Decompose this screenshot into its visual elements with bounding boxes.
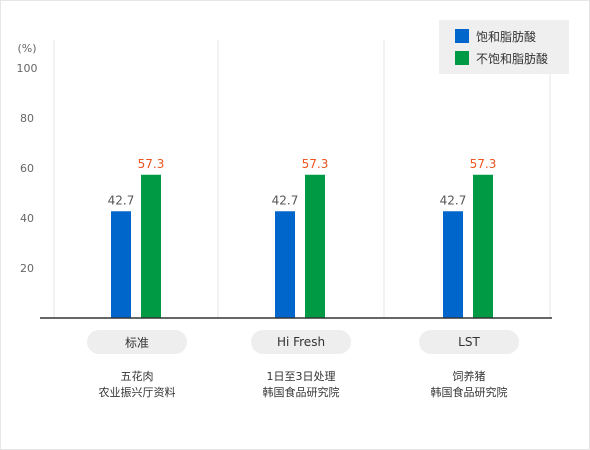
bar-value-label-saturated: 42.7 (440, 193, 467, 207)
legend: 饱和脂肪酸 不饱和脂肪酸 (439, 20, 569, 74)
category-label-lst: LST (419, 330, 519, 354)
source-line: 韩国食品研究院 (262, 386, 340, 399)
category-source-standard: 五花肉 农业振兴厅资料 (57, 369, 217, 401)
source-line: 韩国食品研究院 (430, 386, 508, 399)
category-label-standard: 标准 (87, 330, 187, 354)
y-tick-label: 100 (17, 62, 38, 75)
group-separators (53, 40, 551, 318)
bar-saturated (443, 211, 463, 318)
legend-item-saturated: 饱和脂肪酸 (455, 28, 536, 44)
legend-label-saturated: 饱和脂肪酸 (476, 29, 537, 44)
legend-swatch-saturated (455, 29, 469, 43)
bar-value-label-unsaturated: 57.3 (302, 157, 329, 171)
y-axis-ticks: 20 40 60 80 100 (17, 62, 38, 275)
category-source-lst: 饲养猪 韩国食品研究院 (389, 369, 549, 401)
bar-value-label-saturated: 42.7 (272, 193, 299, 207)
y-tick-label: 40 (20, 212, 34, 225)
source-line: 饲养猪 (452, 370, 486, 383)
source-line: 农业振兴厅资料 (98, 386, 176, 399)
bar-value-label-unsaturated: 57.3 (470, 157, 497, 171)
bar-unsaturated (141, 174, 161, 318)
bar-unsaturated (305, 174, 325, 318)
source-line: 五花肉 (120, 370, 154, 383)
category-source-hi-fresh: 1日至3日处理 韩国食品研究院 (221, 369, 381, 401)
bar-value-labels: 42.7 57.3 42.7 57.3 42.7 57.3 (108, 157, 497, 208)
y-tick-label: 80 (20, 112, 34, 125)
bar-saturated (111, 211, 131, 318)
bar-unsaturated (473, 174, 493, 318)
category-label-hi-fresh: Hi Fresh (251, 330, 351, 354)
legend-label-unsaturated: 不饱和脂肪酸 (476, 51, 549, 66)
bar-value-label-unsaturated: 57.3 (138, 157, 165, 171)
source-line: 1日至3日处理 (266, 370, 336, 383)
bars (111, 174, 493, 318)
y-axis-unit-label: (%) (17, 42, 36, 55)
bar-saturated (275, 211, 295, 318)
y-tick-label: 20 (20, 262, 34, 275)
y-tick-label: 60 (20, 162, 34, 175)
bar-value-label-saturated: 42.7 (108, 193, 135, 207)
legend-swatch-unsaturated (455, 51, 469, 65)
legend-item-unsaturated: 不饱和脂肪酸 (455, 50, 548, 66)
